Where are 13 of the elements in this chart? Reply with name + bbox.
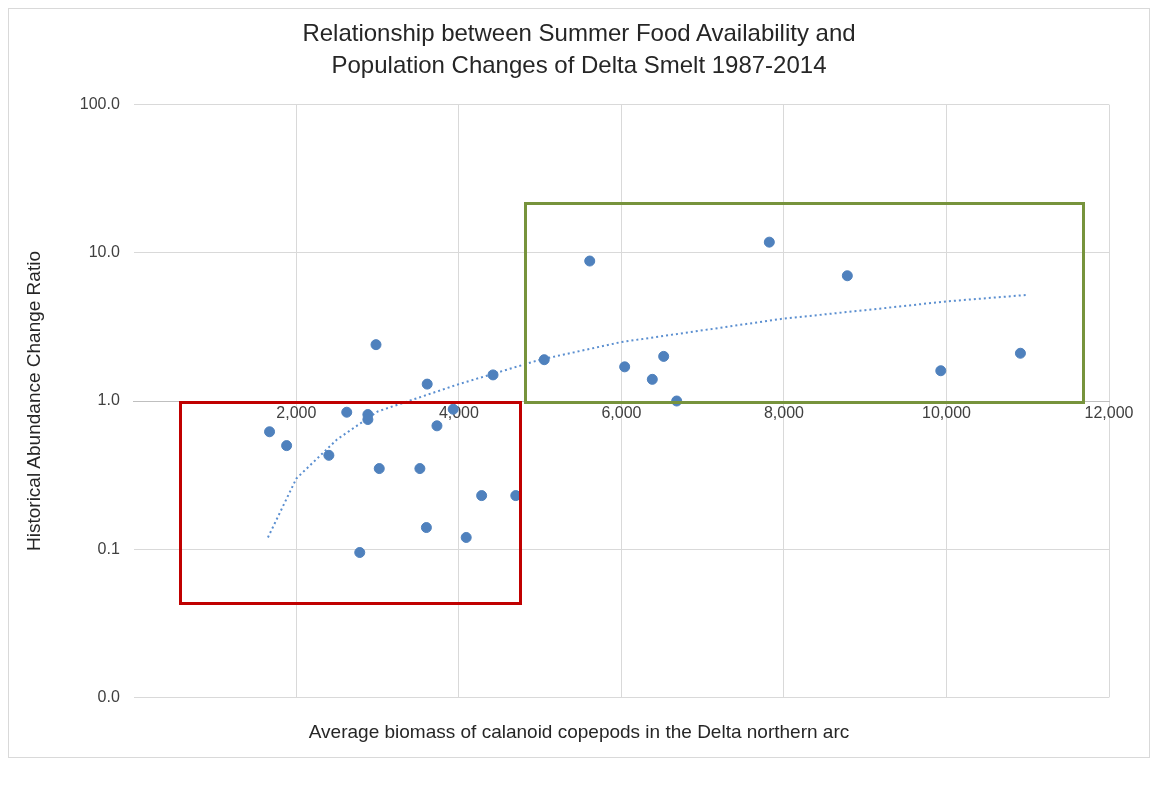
x-axis-title: Average biomass of calanoid copepods in the Delta northern arc [307, 721, 851, 743]
y-tick-label: 0.0 [97, 687, 120, 705]
y-tick-label: 100.0 [79, 95, 120, 113]
x-tick-label: 12,000 [1084, 404, 1134, 422]
chart-title: Relationship between Summer Food Availability and Population Changes of Delta Smelt 1987-2014 [301, 18, 857, 80]
x-tick-label: 8,000 [763, 404, 805, 422]
x-tick-label: 10,000 [922, 404, 972, 422]
x-tick-label: 6,000 [601, 404, 642, 422]
y-tick-label: 0.1 [97, 539, 120, 557]
y-tick-label: 10.0 [88, 243, 120, 261]
y-tick-label: 1.0 [97, 391, 120, 409]
y-axis-title: Historical Abundance Change Ratio [22, 251, 44, 551]
x-tick-label: 2,000 [276, 404, 317, 422]
